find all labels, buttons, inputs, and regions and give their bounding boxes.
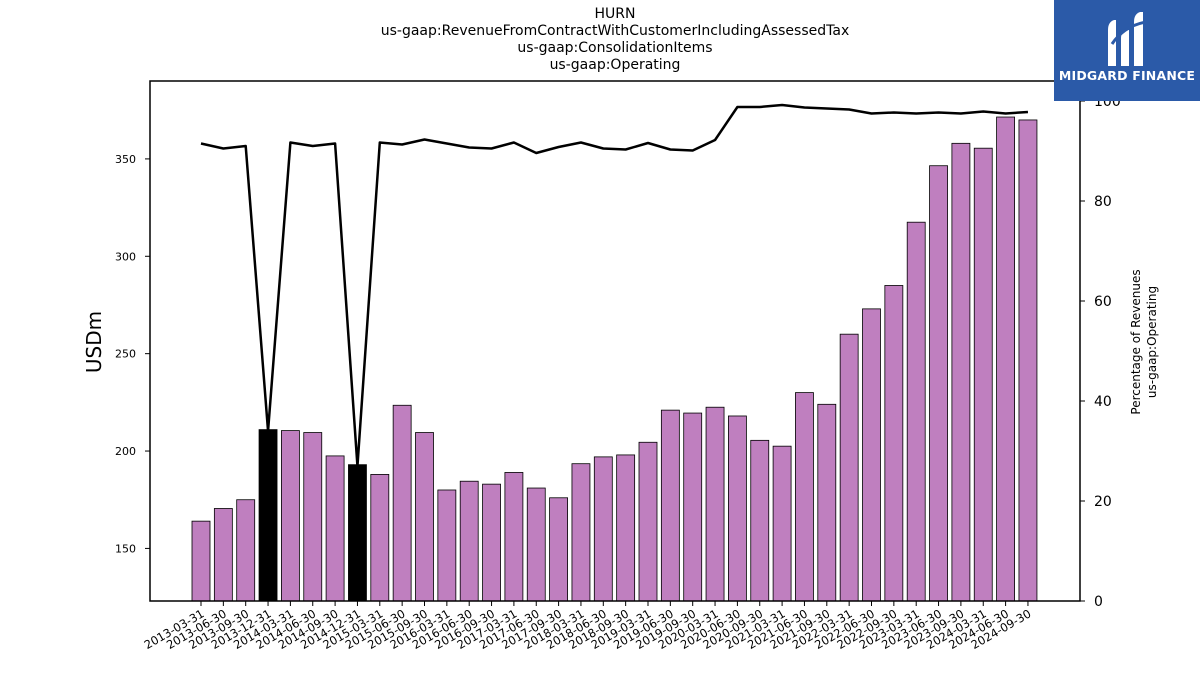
chart-title-line-1: HURN — [594, 6, 636, 22]
bar-2013-12-31 — [258, 429, 278, 602]
bar-2021-06-30 — [795, 392, 814, 602]
bar-2019-06-30 — [660, 409, 680, 602]
bar-2021-03-31 — [772, 445, 792, 602]
y2-tick-label: 0 — [1094, 594, 1103, 610]
bar-2017-09-30 — [549, 497, 568, 602]
bar-2013-03-31 — [191, 520, 211, 602]
logo-mark-icon — [1108, 12, 1147, 66]
bar-2014-03-31 — [280, 430, 300, 602]
bar-2023-03-31 — [906, 221, 926, 602]
chart-title: HURN us-gaap:RevenueFromContractWithCust… — [0, 6, 1200, 74]
brand-logo: MIDGARD FINANCE — [1054, 0, 1200, 101]
bar-2016-06-30 — [459, 480, 479, 602]
bar-2018-06-30 — [593, 456, 613, 602]
bar-2022-06-30 — [862, 308, 881, 602]
bar-2018-09-30 — [616, 454, 636, 602]
bar-2020-06-30 — [728, 415, 747, 602]
bar-2014-06-30 — [303, 432, 323, 602]
logo-text: MIDGARD FINANCE — [1058, 68, 1196, 83]
y-tick-label: 200 — [115, 445, 136, 458]
bar-2023-06-30 — [929, 165, 948, 602]
bar-2020-09-30 — [750, 439, 770, 602]
plot-frame — [149, 80, 1081, 602]
bar-2014-09-30 — [325, 455, 345, 602]
bar-2014-12-31 — [348, 464, 367, 602]
bar-2015-09-30 — [415, 432, 434, 602]
bar-2013-09-30 — [236, 499, 256, 602]
bar-2024-09-30 — [1018, 119, 1038, 602]
y2-tick-label: 20 — [1094, 494, 1112, 510]
percentage-line — [200, 103, 1029, 468]
chart-title-line-3: us-gaap:ConsolidationItems — [517, 40, 713, 56]
y2-tick-label: 40 — [1094, 394, 1112, 410]
bar-2016-03-31 — [437, 489, 457, 602]
bar-2024-06-30 — [996, 116, 1015, 602]
bar-2018-03-31 — [571, 463, 591, 602]
bar-2016-09-30 — [482, 483, 501, 602]
chart-title-line-2: us-gaap:RevenueFromContractWithCustomerI… — [380, 23, 850, 39]
y-tick-label: 250 — [115, 348, 136, 361]
y-tick-label: 300 — [115, 250, 136, 263]
bar-2017-03-31 — [504, 472, 524, 602]
bar-2021-09-30 — [817, 403, 837, 602]
bar-2015-03-31 — [370, 474, 390, 602]
line-group — [200, 103, 1029, 468]
y2-tick-label: 80 — [1094, 194, 1112, 210]
bar-2013-06-30 — [213, 508, 233, 602]
axes-group: 1502002503003500204060801002013-03-31201… — [115, 80, 1121, 652]
bar-2017-06-30 — [526, 487, 546, 602]
y-axis-label: USDm — [82, 311, 106, 373]
chart-title-line-4: us-gaap:Operating — [549, 57, 681, 73]
y-tick-label: 150 — [115, 542, 136, 555]
y2-axis-label-line-2: us-gaap:Operating — [1145, 286, 1159, 398]
bar-2023-09-30 — [951, 142, 971, 602]
y2-tick-label: 60 — [1094, 294, 1112, 310]
bars-group — [191, 116, 1038, 602]
bar-2020-03-31 — [705, 406, 725, 602]
bar-2024-03-31 — [973, 147, 993, 602]
bar-2022-03-31 — [839, 333, 859, 602]
y2-axis-label-line-1: Percentage of Revenues — [1129, 269, 1143, 414]
bar-2019-03-31 — [638, 441, 658, 602]
y-tick-label: 350 — [115, 153, 136, 166]
bar-2015-06-30 — [392, 404, 412, 602]
bar-2022-09-30 — [884, 285, 904, 602]
bar-2019-09-30 — [683, 412, 703, 602]
